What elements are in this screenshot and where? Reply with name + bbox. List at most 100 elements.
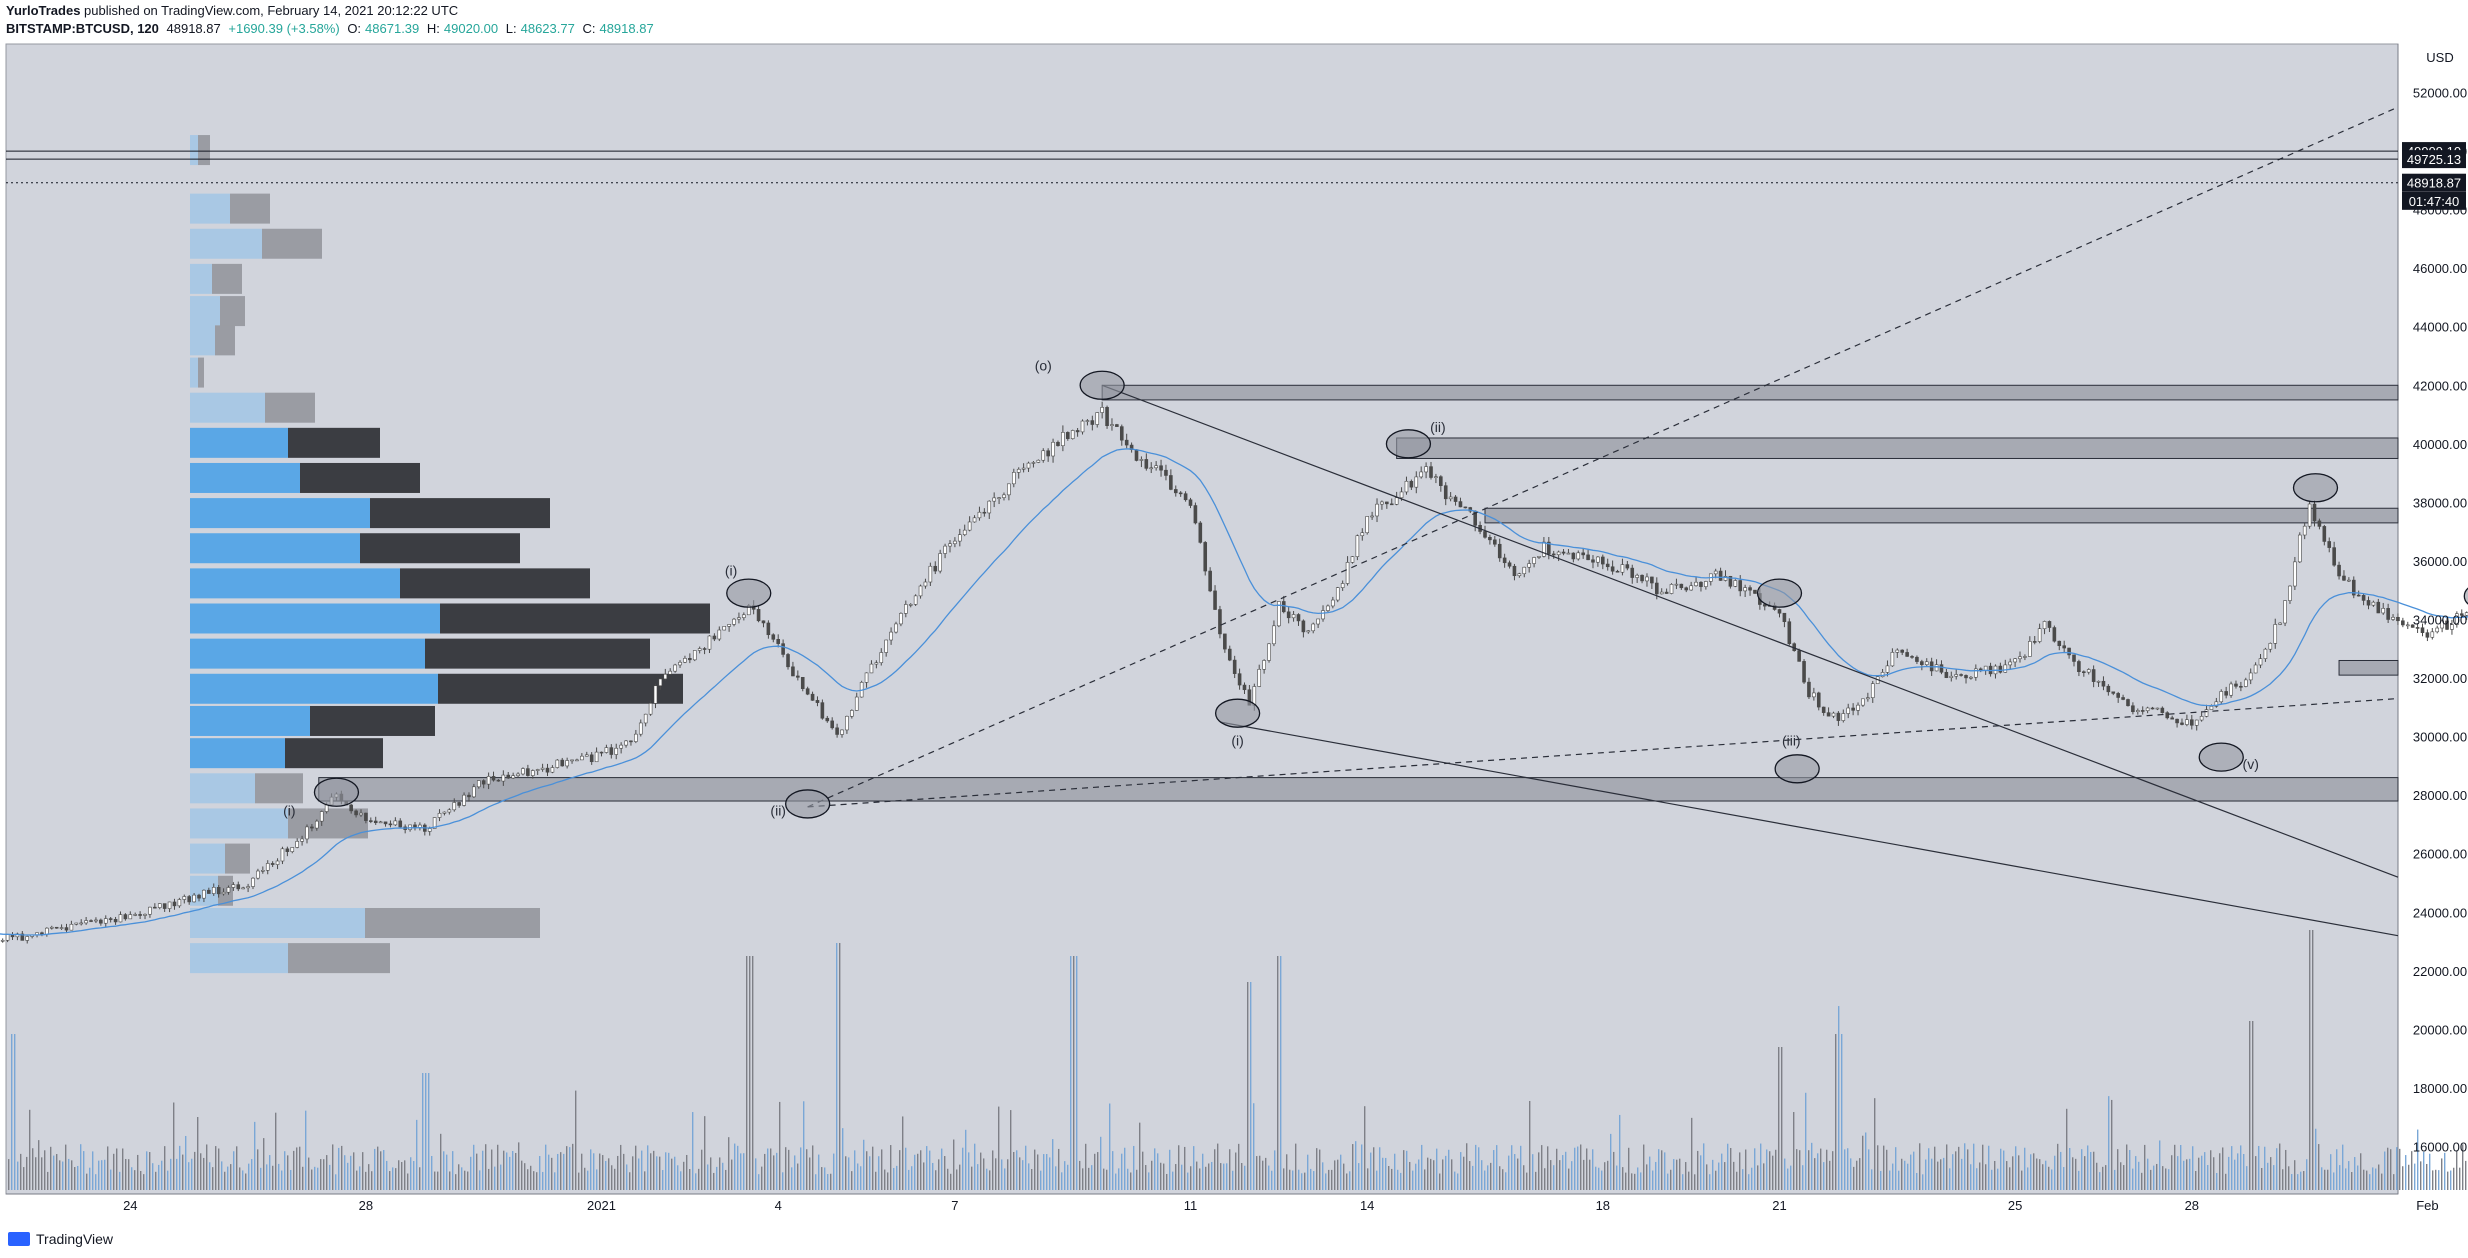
- candle-body: [192, 894, 196, 903]
- volume-bar: [1562, 1155, 1564, 1190]
- volume-bar: [2084, 1156, 2086, 1190]
- volume-bar: [1994, 1160, 1996, 1190]
- volume-bar: [470, 1156, 472, 1190]
- volume-bar: [2096, 1162, 2098, 1190]
- candle-body: [2445, 620, 2449, 630]
- price-tick-label: 22000.00: [2413, 964, 2467, 979]
- volume-bar: [1697, 1150, 1699, 1190]
- volume-bar: [1553, 1165, 1555, 1190]
- volume-bar: [134, 1170, 136, 1190]
- candle-body: [2219, 691, 2224, 703]
- candle-body: [2312, 503, 2317, 522]
- candle-body: [1139, 459, 1144, 461]
- candle-body: [1198, 522, 1203, 543]
- candle-body: [958, 534, 962, 542]
- volume-bar: [320, 1159, 322, 1190]
- candle-body: [1905, 652, 1909, 657]
- volume-bar: [920, 1150, 922, 1190]
- candle-body: [319, 811, 324, 822]
- volume-bar: [2300, 1171, 2302, 1190]
- volume-bar: [863, 1139, 865, 1190]
- volume-bar: [1196, 1161, 1198, 1190]
- candle-body: [2347, 579, 2351, 582]
- volume-bar: [428, 1073, 430, 1190]
- volume-bar: [1250, 982, 1252, 1190]
- wave-label: (ii): [770, 803, 786, 819]
- volume-bar: [965, 1129, 967, 1190]
- volume-bar: [2360, 1153, 2362, 1190]
- volume-bar: [1727, 1143, 1729, 1190]
- candle-body: [1605, 563, 1610, 568]
- volume-bar: [797, 1163, 799, 1190]
- candle-body: [1046, 450, 1050, 457]
- candle-body: [476, 780, 481, 788]
- volume-bar: [707, 1164, 709, 1190]
- volume-bar: [98, 1160, 100, 1190]
- candle-body: [643, 713, 648, 724]
- candle-body: [722, 626, 727, 631]
- volume-bar: [2312, 930, 2314, 1190]
- candle-body: [1237, 673, 1242, 686]
- volume-bar: [2042, 1164, 2044, 1190]
- volume-bar: [1784, 1158, 1786, 1190]
- candle-body: [1728, 575, 1733, 587]
- candle-body: [1340, 583, 1345, 588]
- volume-bar: [1343, 1163, 1345, 1190]
- candle-body: [2455, 613, 2459, 625]
- candle-body: [2420, 627, 2425, 633]
- volume-bar: [2345, 1168, 2347, 1190]
- volume-bar: [2150, 1169, 2152, 1190]
- wave-label: (i): [283, 803, 295, 819]
- volume-bar: [167, 1170, 169, 1190]
- volume-bar: [647, 1145, 649, 1190]
- volume-bar: [2048, 1166, 2050, 1190]
- volume-bar: [203, 1157, 205, 1190]
- candle-body: [1468, 507, 1473, 512]
- volume-bar: [851, 1171, 853, 1190]
- volume-profile-bar: [370, 498, 550, 529]
- volume-bar: [854, 1150, 856, 1190]
- volume-bar: [2351, 1172, 2353, 1190]
- volume-bar: [1652, 1170, 1654, 1190]
- volume-bar: [1334, 1160, 1336, 1190]
- candle-body: [1429, 466, 1433, 478]
- volume-bar: [1829, 1160, 1831, 1190]
- volume-bar: [1208, 1163, 1210, 1190]
- price-tick-label: 34000.00: [2413, 613, 2467, 628]
- volume-bar: [2270, 1157, 2272, 1190]
- volume-bar: [1010, 1110, 1012, 1190]
- volume-bar: [1229, 1149, 1231, 1190]
- candle-body: [1443, 485, 1448, 500]
- trendline: [807, 697, 2399, 808]
- volume-bar: [278, 1163, 280, 1190]
- volume-profile-bar: [365, 907, 540, 938]
- candle-body: [2140, 710, 2145, 712]
- candle-body: [2086, 669, 2091, 673]
- volume-bar: [2234, 1159, 2236, 1190]
- volume-bar: [1730, 1147, 1732, 1190]
- volume-bar: [959, 1164, 961, 1190]
- volume-bar: [41, 1157, 43, 1190]
- volume-bar: [2324, 1169, 2326, 1190]
- volume-bar: [941, 1148, 943, 1190]
- candle-body: [2258, 658, 2263, 666]
- volume-bar: [1280, 956, 1282, 1190]
- volume-bar: [188, 1162, 190, 1190]
- volume-bar: [2459, 1167, 2461, 1190]
- candle-body: [69, 923, 74, 931]
- volume-bar: [1175, 1164, 1177, 1190]
- candle-body: [290, 847, 295, 852]
- volume-bar: [1412, 1170, 1414, 1190]
- candle-body: [1105, 407, 1109, 426]
- volume-bar: [674, 1156, 676, 1190]
- volume-bar: [1211, 1161, 1213, 1190]
- volume-bar: [14, 1034, 16, 1190]
- volume-bar: [1301, 1173, 1303, 1190]
- volume-bar: [1883, 1145, 1885, 1190]
- candle-body: [1777, 609, 1782, 614]
- volume-bar: [2261, 1167, 2263, 1190]
- candle-body: [2165, 712, 2170, 719]
- volume-bar: [2024, 1147, 2026, 1190]
- candle-body: [800, 677, 805, 689]
